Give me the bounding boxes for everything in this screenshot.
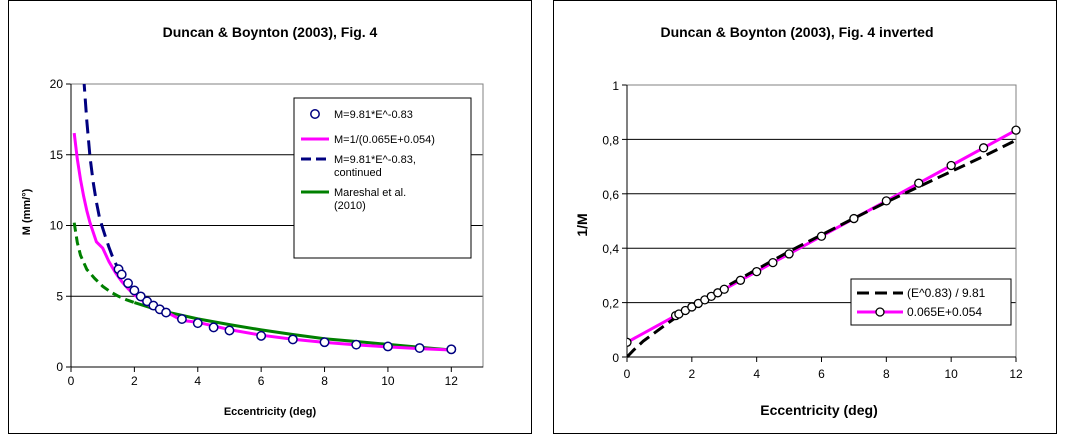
data-point xyxy=(446,344,457,355)
data-point xyxy=(116,269,127,280)
data-point xyxy=(161,307,172,318)
chart-left-title: Duncan & Boynton (2003), Fig. 4 xyxy=(163,24,378,40)
legend-label: Mareshal et al. xyxy=(334,187,406,199)
data-point xyxy=(946,160,956,171)
data-point xyxy=(208,322,219,333)
y-tick-label: 0,6 xyxy=(602,188,619,202)
x-tick-label: 10 xyxy=(381,374,395,388)
y-tick-label: 5 xyxy=(56,289,63,303)
x-tick-label: 6 xyxy=(818,367,825,381)
chart-left-svg: Duncan & Boynton (2003), Fig. 4 M (mm/°)… xyxy=(8,0,532,434)
data-point xyxy=(978,143,989,153)
legend-label: M=1/(0.065E+0.054) xyxy=(334,134,435,146)
chart-panel-left: Duncan & Boynton (2003), Fig. 4 M (mm/°)… xyxy=(8,0,532,434)
data-point xyxy=(816,231,827,241)
data-point xyxy=(768,257,778,268)
y-tick-label: 15 xyxy=(50,148,64,162)
y-tick-label: 0,8 xyxy=(602,133,619,147)
data-point xyxy=(351,339,362,350)
data-point xyxy=(192,318,203,329)
y-tick-label: 0,2 xyxy=(602,297,619,311)
y-tick-label: 10 xyxy=(50,219,64,233)
x-tick-label: 4 xyxy=(753,367,760,381)
data-point xyxy=(914,178,924,188)
x-tick-label: 4 xyxy=(194,374,201,388)
y-tick-label: 0 xyxy=(56,360,63,374)
x-tick-label: 10 xyxy=(944,367,958,381)
y-tick-label: 20 xyxy=(50,77,64,91)
x-tick-label: 2 xyxy=(688,367,695,381)
chart-panel-right: Duncan & Boynton (2003), Fig. 4 inverted… xyxy=(553,0,1057,434)
x-tick-label: 0 xyxy=(624,367,631,381)
x-tick-label: 8 xyxy=(321,374,328,388)
x-tick-label: 12 xyxy=(445,374,459,388)
series-line-continued xyxy=(82,84,123,276)
data-point xyxy=(627,337,632,347)
data-point xyxy=(784,249,794,259)
chart-left-y-label: M (mm/°) xyxy=(21,188,33,235)
data-point xyxy=(123,278,133,289)
legend-marker xyxy=(310,109,320,119)
chart-right-x-label: Eccentricity (deg) xyxy=(760,402,877,418)
legend-label: M=9.81*E^-0.83 xyxy=(334,109,413,121)
legend-label: continued xyxy=(334,167,382,179)
data-point xyxy=(287,334,298,345)
chart-right-svg: Duncan & Boynton (2003), Fig. 4 inverted… xyxy=(553,0,1057,434)
data-point xyxy=(176,314,187,324)
data-point xyxy=(735,275,746,285)
series-group xyxy=(72,84,457,355)
data-point xyxy=(135,291,146,302)
data-point xyxy=(256,330,267,341)
data-point xyxy=(719,284,729,294)
y-tick-label: 0,4 xyxy=(602,242,619,256)
x-tick-label: 0 xyxy=(68,374,75,388)
legend-marker xyxy=(875,307,885,317)
x-tick-label: 2 xyxy=(131,374,138,388)
chart-right-title: Duncan & Boynton (2003), Fig. 4 inverted xyxy=(660,24,933,40)
legend-label: (E^0.83) / 9.81 xyxy=(907,286,986,300)
chart-right-y-label: 1/M xyxy=(574,213,590,236)
y-tick-label: 0 xyxy=(612,351,619,365)
data-point xyxy=(881,196,891,206)
series-group xyxy=(627,125,1021,359)
data-point xyxy=(224,325,235,336)
data-point xyxy=(382,341,393,352)
x-tick-label: 6 xyxy=(258,374,265,388)
legend-box xyxy=(850,278,1012,326)
data-point xyxy=(414,343,425,353)
chart-left-x-label: Eccentricity (deg) xyxy=(224,406,317,418)
data-point xyxy=(1011,125,1021,135)
x-tick-label: 8 xyxy=(883,367,890,381)
x-tick-label: 12 xyxy=(1009,367,1023,381)
data-point xyxy=(129,285,140,296)
legend-box xyxy=(293,97,472,259)
y-tick-label: 1 xyxy=(612,79,619,93)
data-point xyxy=(849,213,859,224)
legend-label: 0.065E+0.054 xyxy=(907,305,982,319)
legend-label: M=9.81*E^-0.83, xyxy=(334,154,416,166)
data-point xyxy=(319,337,330,348)
data-point xyxy=(752,266,762,277)
legend-label: (2010) xyxy=(334,200,366,212)
